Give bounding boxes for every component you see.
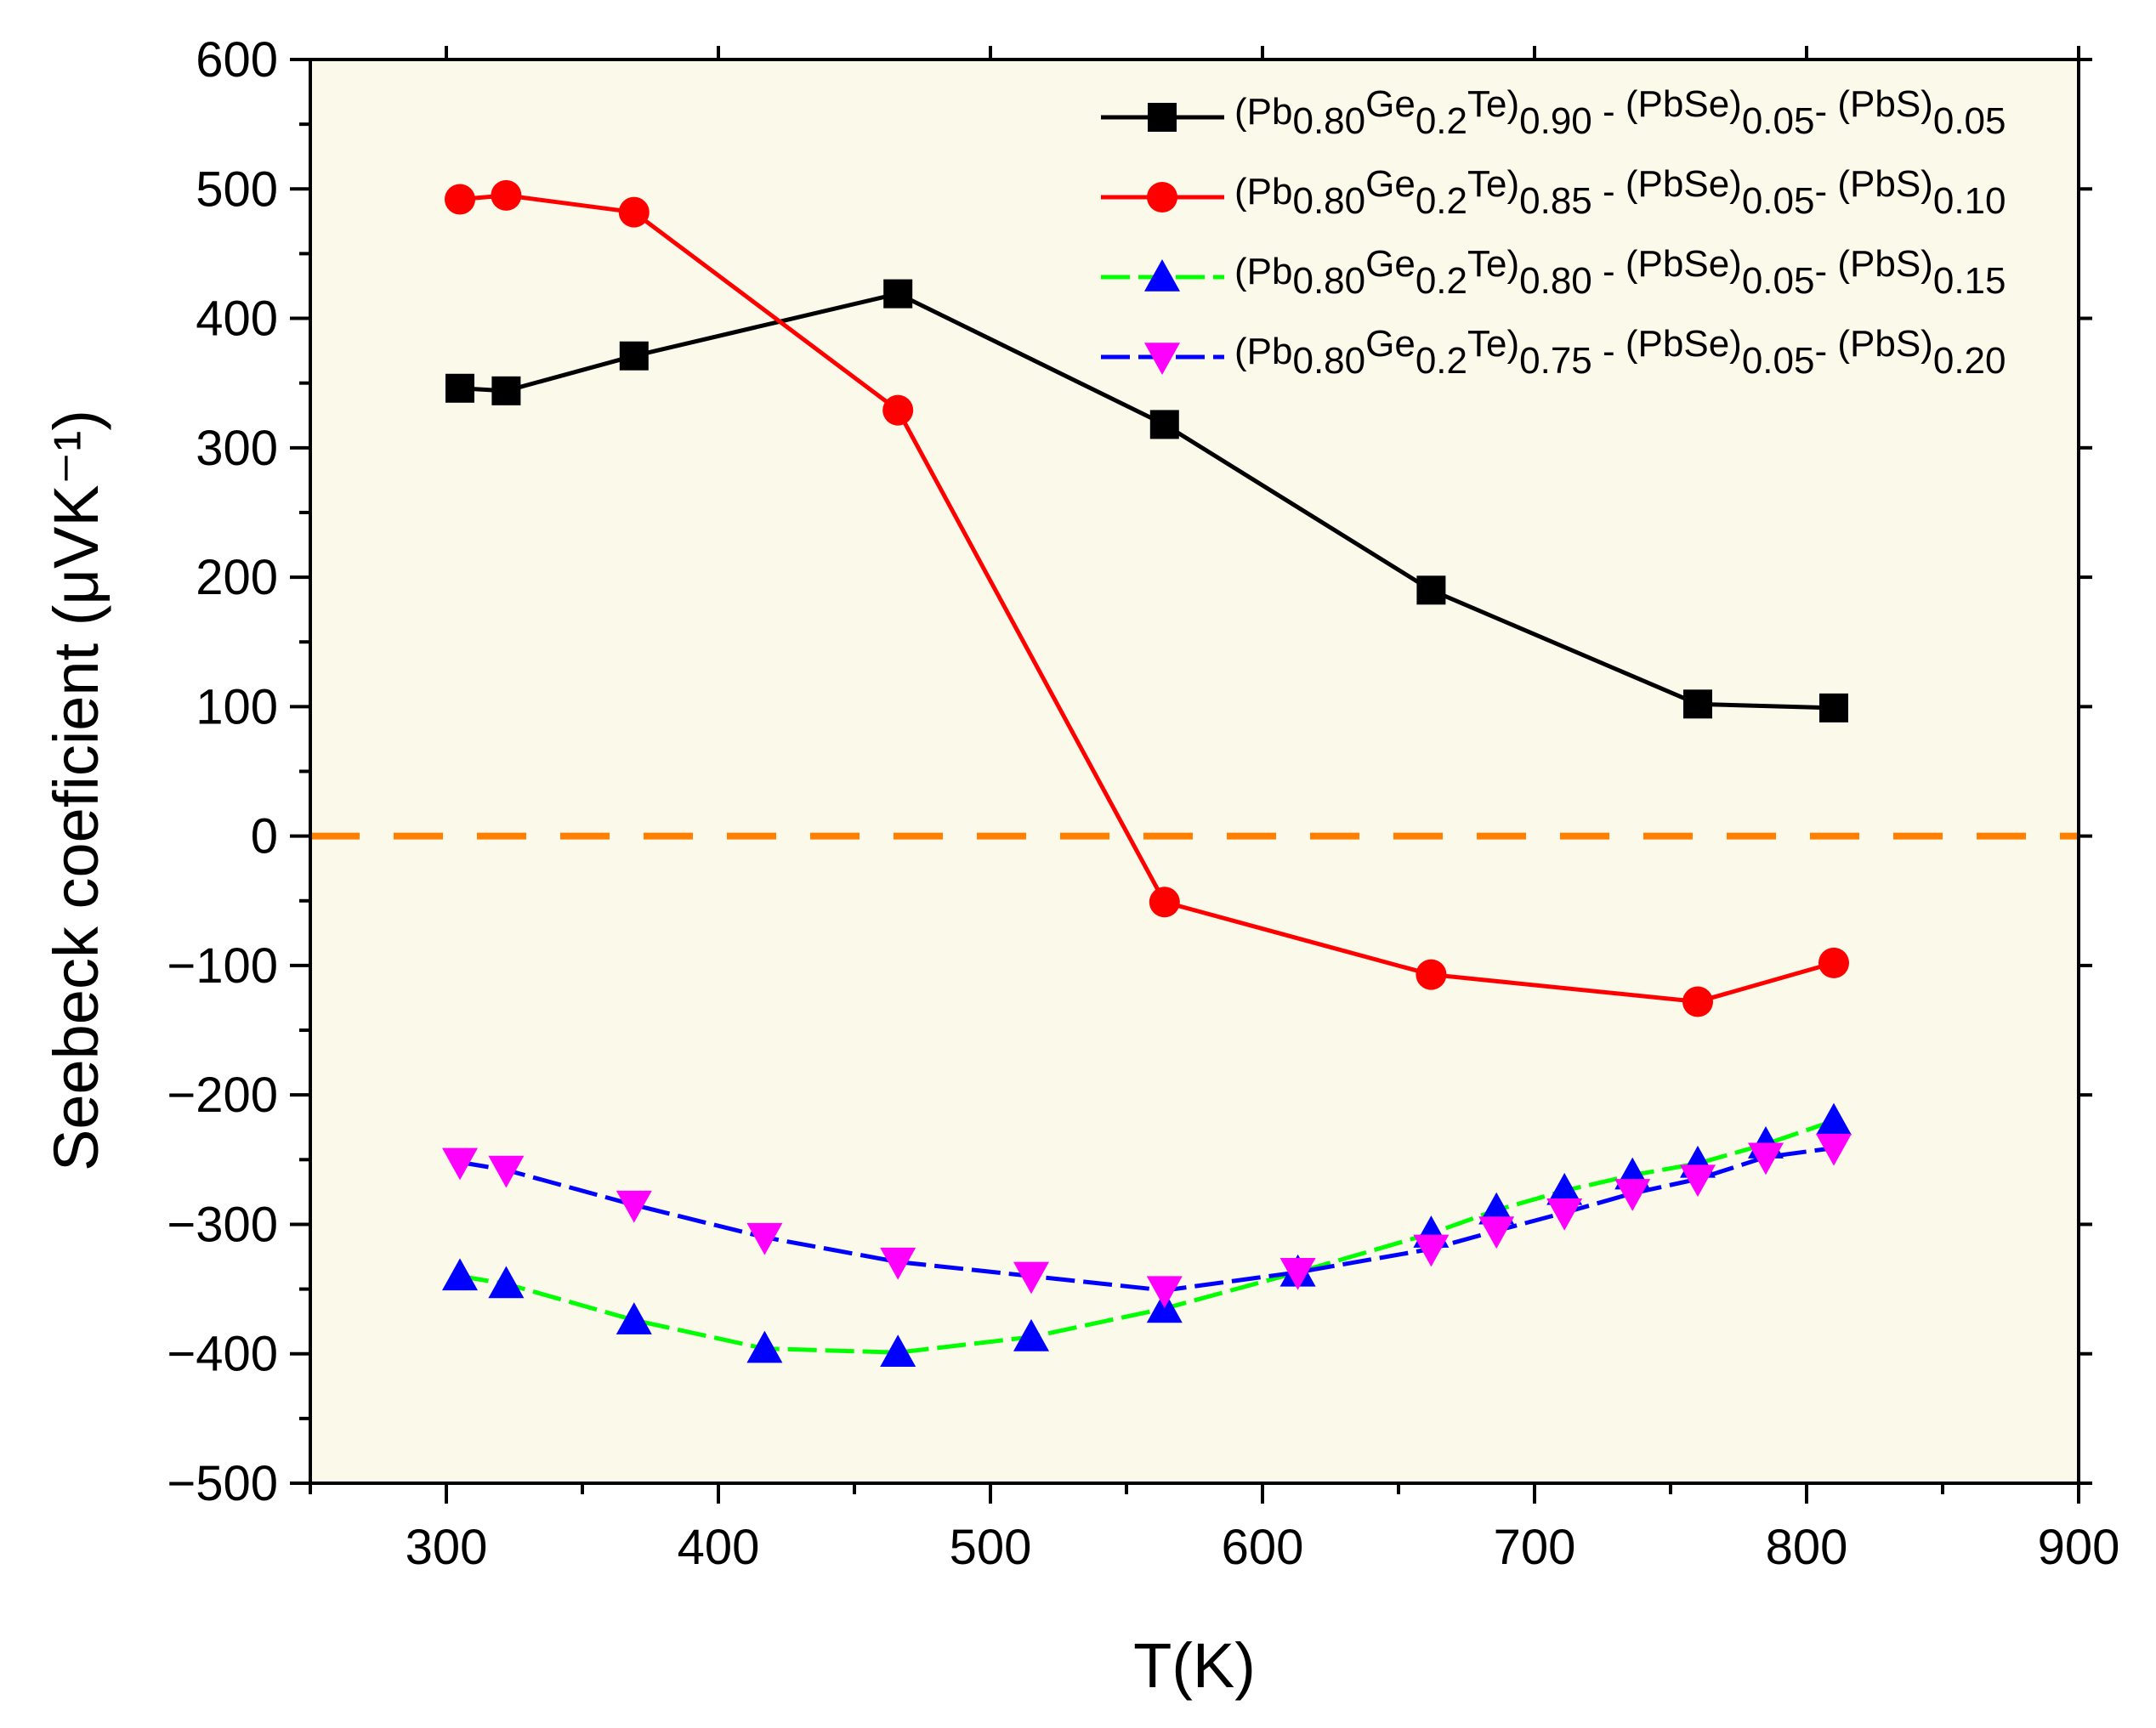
series-line <box>459 1119 1835 1355</box>
data-point <box>1682 986 1713 1017</box>
data-point <box>616 1190 652 1223</box>
data-point <box>746 1330 783 1363</box>
legend-marker <box>1144 343 1180 375</box>
legend: (Pb0.80Ge0.2Te)0.90 - (PbSe)0.05- (PbS)0… <box>1101 83 2006 382</box>
data-point <box>619 341 649 371</box>
data-point <box>488 1266 525 1299</box>
data-point <box>880 1247 916 1280</box>
y-tick-label: 100 <box>196 679 278 734</box>
legend-item-4: (Pb0.80Ge0.2Te)0.75 - (PbSe)0.05- (PbS)0… <box>1101 323 2006 382</box>
data-point <box>1546 1198 1583 1231</box>
y-tick-label: 400 <box>196 292 278 347</box>
data-point <box>1146 1276 1183 1309</box>
legend-marker <box>1148 103 1177 132</box>
legend-label: (Pb0.80Ge0.2Te)0.75 - (PbSe)0.05- (PbS)0… <box>1234 323 2006 382</box>
data-point <box>1416 575 1446 605</box>
y-tick-label: −300 <box>167 1197 278 1252</box>
series-layer <box>442 179 1852 1368</box>
y-tick-label: 200 <box>196 550 278 605</box>
x-axis-title: T(K) <box>1133 1630 1256 1701</box>
legend-item-1: (Pb0.80Ge0.2Te)0.90 - (PbSe)0.05- (PbS)0… <box>1101 83 2006 142</box>
data-point <box>445 373 474 403</box>
data-point <box>1279 1257 1316 1290</box>
data-point <box>1816 1102 1852 1136</box>
x-tick-label: 300 <box>406 1520 488 1575</box>
y-tick-label: −400 <box>167 1327 278 1382</box>
data-point <box>746 1222 783 1255</box>
y-tick-label: −200 <box>167 1068 278 1123</box>
x-tick-label: 900 <box>2038 1520 2120 1575</box>
legend-marker <box>1147 182 1177 212</box>
y-tick-label: 500 <box>196 161 278 217</box>
legend-marker <box>1144 259 1180 292</box>
series-line <box>459 292 1835 711</box>
data-point <box>1748 1142 1784 1176</box>
data-point <box>1683 689 1712 719</box>
data-point <box>1816 1133 1852 1166</box>
data-point <box>618 196 650 228</box>
data-point <box>882 394 914 426</box>
series-1 <box>445 279 1848 722</box>
y-tick-label: 600 <box>196 32 278 88</box>
data-point <box>1680 1164 1716 1198</box>
legend-item-3: (Pb0.80Ge0.2Te)0.80 - (PbSe)0.05- (PbS)0… <box>1101 243 2006 302</box>
legend-label: (Pb0.80Ge0.2Te)0.90 - (PbSe)0.05- (PbS)0… <box>1234 83 2006 142</box>
x-tick-label: 600 <box>1222 1520 1304 1575</box>
data-point <box>883 279 913 309</box>
x-tick-label: 700 <box>1494 1520 1576 1575</box>
legend-label: (Pb0.80Ge0.2Te)0.85 - (PbSe)0.05- (PbS)0… <box>1234 163 2006 222</box>
data-point <box>442 1147 478 1181</box>
data-point <box>491 376 521 405</box>
data-point <box>1819 693 1848 722</box>
y-tick-label: −100 <box>167 938 278 994</box>
data-point <box>1478 1216 1515 1249</box>
data-point <box>1478 1192 1515 1225</box>
data-point <box>1149 410 1179 439</box>
axis-ticks: 300 400 500 600 700 800 900 −500 −400 −300 −200 −10… <box>167 32 2119 1575</box>
x-tick-label: 500 <box>950 1520 1032 1575</box>
plot-background <box>310 59 2079 1483</box>
data-point <box>1149 887 1180 918</box>
data-point <box>1413 1234 1450 1267</box>
x-tick-label: 800 <box>1766 1520 1848 1575</box>
x-tick-label: 400 <box>678 1520 760 1575</box>
data-point <box>880 1334 916 1368</box>
data-point <box>1546 1172 1583 1205</box>
data-point <box>1416 959 1447 990</box>
y-tick-label: −500 <box>167 1456 278 1511</box>
data-point <box>442 1258 478 1291</box>
legend-item-2: (Pb0.80Ge0.2Te)0.85 - (PbSe)0.05- (PbS)0… <box>1101 163 2006 222</box>
data-point <box>1614 1179 1651 1211</box>
y-tick-label: 300 <box>196 421 278 476</box>
data-point <box>1818 947 1849 978</box>
legend-label: (Pb0.80Ge0.2Te)0.80 - (PbSe)0.05- (PbS)0… <box>1234 243 2006 302</box>
series-4 <box>442 1133 1852 1309</box>
series-2 <box>445 179 1849 1017</box>
data-point <box>616 1302 652 1334</box>
series-3 <box>442 1102 1852 1368</box>
y-tick-label: 0 <box>251 809 278 864</box>
y-axis-title: Seebeck coeficient (μVK⁻¹) <box>41 410 111 1171</box>
data-point <box>1013 1318 1049 1351</box>
series-line <box>459 1146 1835 1293</box>
data-point <box>488 1155 525 1188</box>
data-point <box>491 179 522 211</box>
data-point <box>445 184 475 215</box>
data-point <box>1013 1261 1049 1295</box>
series-line <box>459 193 1835 1005</box>
